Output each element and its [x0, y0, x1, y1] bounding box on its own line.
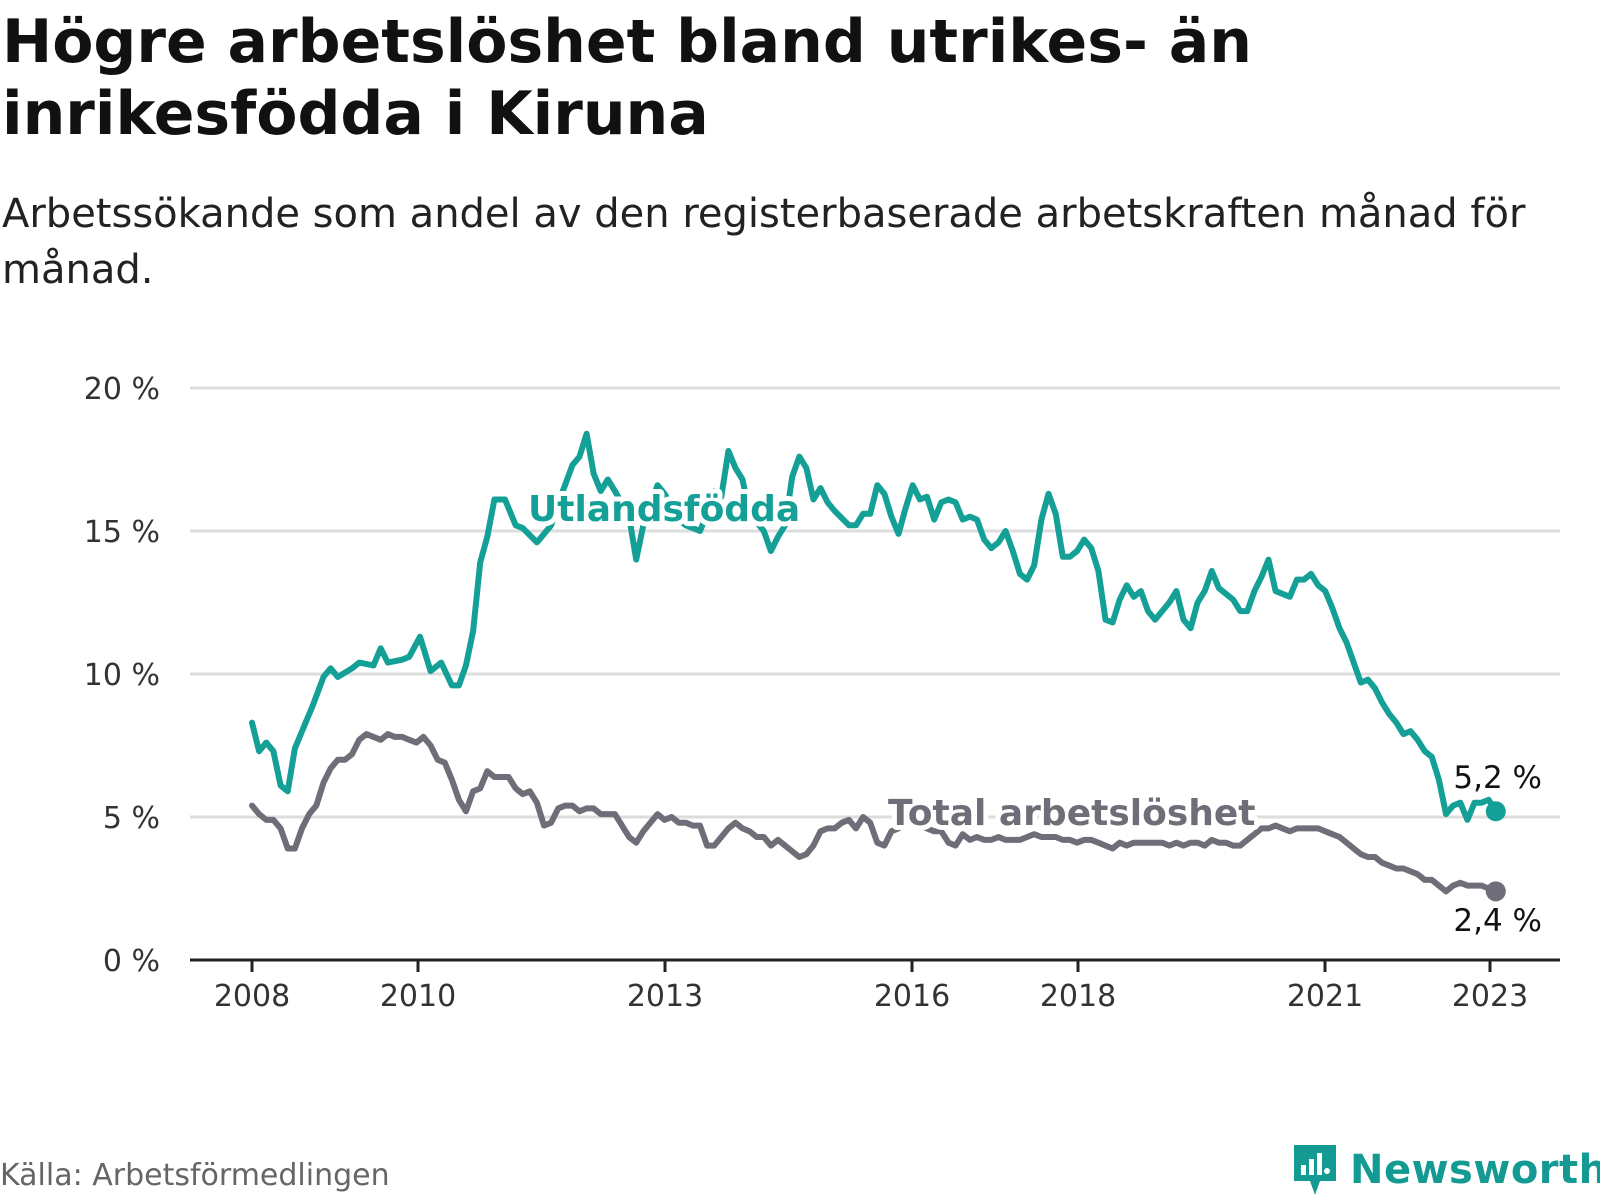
y-tick-label: 0 %	[103, 944, 160, 979]
end-label-total: 2,4 %	[1453, 903, 1542, 939]
grid-lines	[190, 386, 1560, 819]
x-tick-label: 2016	[874, 979, 950, 1014]
series-labels: Utlandsfödda Total arbetslöshet 5,2 % 2,4 %	[523, 484, 1542, 939]
line-chart: 0 %5 %10 %15 %20 % 2008 2010 2013 2016 2018 2…	[84, 372, 1560, 1014]
y-axis-ticks: 0 % 5 % 10 % 15 % 20 %	[84, 372, 160, 979]
series-line-total	[249, 731, 1499, 895]
y-tick-label: 5 %	[103, 801, 160, 836]
series-label-total: Total arbetslöshet	[888, 793, 1256, 834]
newsworthy-logo-icon	[1294, 1145, 1336, 1195]
brand-logo: Newsworthy	[1290, 1140, 1600, 1200]
x-tick-label: 2018	[1040, 979, 1116, 1014]
series-line-utlandsfodda	[249, 430, 1499, 823]
chart-title: Högre arbetslöshet bland utrikes- än inr…	[2, 7, 1252, 149]
x-tick-label: 2013	[627, 979, 703, 1014]
x-tick-label: 2010	[380, 979, 456, 1014]
x-tick-label: 2008	[214, 979, 290, 1014]
end-point-total	[1485, 881, 1506, 902]
end-label-utlandsfodda: 5,2 %	[1453, 760, 1542, 796]
x-tick-label: 2023	[1452, 979, 1528, 1014]
end-point-utlandsfodda	[1485, 801, 1506, 822]
chart-subtitle: Arbetssökande som andel av den registerb…	[2, 191, 1526, 293]
y-tick-label: 20 %	[84, 372, 160, 407]
y-tick-label: 15 %	[84, 515, 160, 550]
source-note: Källa: Arbetsförmedlingen	[0, 1158, 390, 1193]
x-axis: 2008 2010 2013 2016 2018 2021 2023	[190, 958, 1560, 1014]
y-tick-label: 10 %	[84, 658, 160, 693]
series-lines	[249, 430, 1506, 902]
x-tick-label: 2021	[1287, 979, 1363, 1014]
series-label-utlandsfodda: Utlandsfödda	[528, 489, 800, 530]
brand-name: Newsworthy	[1350, 1147, 1600, 1193]
